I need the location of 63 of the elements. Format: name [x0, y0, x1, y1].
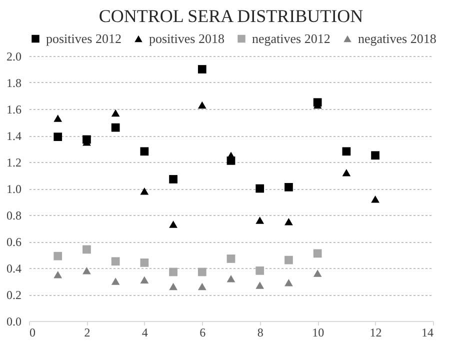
x-tick-label: 10: [312, 326, 324, 340]
point: [226, 152, 236, 159]
point: [284, 256, 293, 264]
y-tick-label: 0.0: [6, 314, 22, 328]
point: [313, 249, 322, 258]
point: [256, 216, 264, 224]
legend-label: negatives 2018: [358, 30, 436, 46]
point: [169, 268, 178, 276]
y-tick-label: 0.8: [6, 208, 22, 222]
point: [284, 278, 293, 286]
x-tick-label: 4: [142, 326, 148, 340]
y-tick-label: 0.6: [6, 235, 22, 249]
point: [342, 147, 351, 156]
x-tick-label: 6: [200, 326, 206, 340]
point: [198, 268, 206, 276]
x-tick-label: 12: [370, 326, 382, 340]
point: [198, 65, 206, 74]
legend-label: positives 2018: [149, 30, 224, 46]
point: [198, 282, 206, 290]
point: [111, 109, 120, 117]
y-tick-label: 1.8: [6, 76, 22, 90]
point: [284, 182, 293, 192]
point: [111, 257, 120, 266]
point: [169, 220, 178, 228]
point: [111, 123, 120, 132]
y-tick-label: 0.2: [6, 288, 22, 302]
point: [111, 278, 120, 285]
point: [313, 270, 322, 277]
y-tick-label: 1.4: [6, 129, 22, 143]
point: [169, 175, 178, 184]
point: [284, 218, 293, 226]
point: [226, 274, 236, 282]
point: [371, 151, 380, 160]
point: [342, 168, 351, 176]
y-tick-label: 1.0: [6, 182, 22, 196]
point: [256, 266, 264, 275]
y-tick-label: 0.4: [6, 262, 22, 276]
y-tick-label: 2.0: [6, 50, 22, 64]
point: [140, 188, 149, 195]
x-tick-label: 2: [84, 326, 90, 340]
legend-label: negatives 2012: [252, 30, 330, 46]
point: [169, 282, 178, 290]
x-tick-label: 14: [422, 326, 434, 340]
point: [54, 114, 62, 122]
y-tick-label: 1.2: [6, 156, 22, 170]
point: [54, 271, 62, 278]
point: [256, 282, 264, 289]
point: [140, 147, 149, 156]
point: [226, 254, 236, 263]
point: [82, 245, 91, 254]
point: [54, 132, 62, 142]
x-tick-label: 0: [30, 326, 36, 340]
point: [256, 184, 264, 193]
point: [140, 276, 149, 284]
y-tick-label: 1.6: [6, 102, 22, 116]
point: [82, 267, 91, 274]
point: [54, 252, 62, 260]
point: [198, 101, 206, 109]
x-tick-label: 8: [257, 326, 264, 340]
point: [371, 195, 380, 203]
point: [140, 258, 149, 267]
chart-title: CONTROL SERA DISTRIBUTION: [98, 6, 364, 26]
legend-label: positives 2012: [46, 30, 122, 46]
